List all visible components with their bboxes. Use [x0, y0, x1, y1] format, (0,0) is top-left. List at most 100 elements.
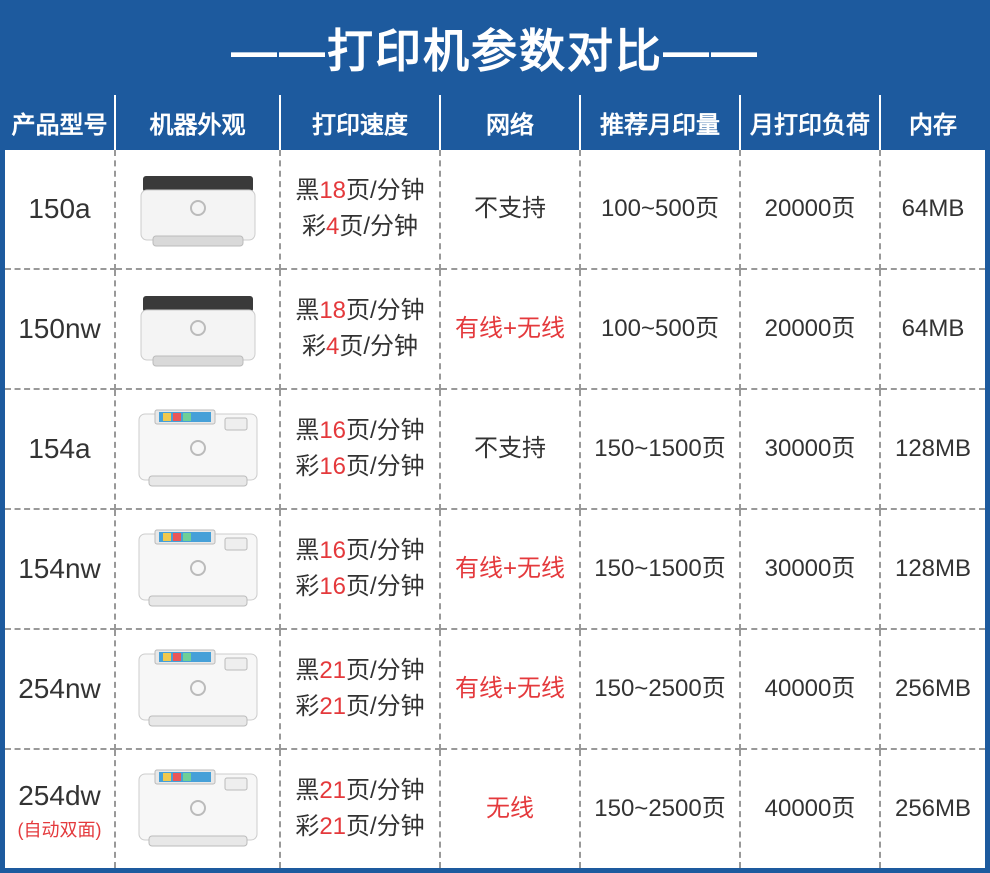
cell-speed: 黑18页/分钟彩4页/分钟 — [280, 150, 440, 269]
speed-color-pre: 彩 — [302, 213, 326, 240]
table-row: 154nw 黑16页/分钟彩16页/分钟有线+无线 150~1500页 30000页… — [5, 509, 985, 629]
monthly-value: 100~500页 — [601, 315, 719, 342]
speed-color-num: 4 — [326, 333, 339, 360]
spec-table: 产品型号 机器外观 打印速度 网络 推荐月印量 月打印负荷 内存 150a 黑1… — [5, 95, 985, 868]
printer-icon — [133, 524, 263, 614]
speed-black-pre: 黑 — [295, 417, 319, 444]
cell-speed: 黑18页/分钟彩4页/分钟 — [280, 269, 440, 389]
cell-image — [115, 629, 280, 749]
speed-black-post: 页/分钟 — [346, 297, 425, 324]
cell-load: 30000页 — [740, 389, 880, 509]
load-value: 40000页 — [765, 675, 856, 702]
cell-network: 不支持 — [440, 389, 580, 509]
table-row: 154a 黑16页/分钟彩16页/分钟不支持150~1500页30000页128… — [5, 389, 985, 509]
speed-color-post: 页/分钟 — [346, 573, 425, 600]
speed-black-num: 16 — [319, 537, 346, 564]
speed-color-pre: 彩 — [295, 693, 319, 720]
cell-network: 有线+无线 — [440, 269, 580, 389]
model-name: 154a — [28, 433, 90, 464]
monthly-value: 150~1500页 — [594, 555, 725, 582]
speed-black-pre: 黑 — [295, 777, 319, 804]
col-header-monthly: 推荐月印量 — [580, 95, 740, 150]
printer-icon — [133, 284, 263, 374]
speed-black-post: 页/分钟 — [346, 777, 425, 804]
memory-value: 128MB — [895, 435, 971, 462]
cell-speed: 黑21页/分钟彩21页/分钟 — [280, 629, 440, 749]
speed-color-num: 21 — [319, 813, 346, 840]
cell-monthly: 150~2500页 — [580, 749, 740, 868]
monthly-value: 150~2500页 — [594, 795, 725, 822]
monthly-value: 100~500页 — [601, 195, 719, 222]
network-value: 不支持 — [474, 435, 546, 462]
cell-image — [115, 389, 280, 509]
speed-color-post: 页/分钟 — [346, 693, 425, 720]
cell-load: 40000页 — [740, 749, 880, 868]
load-value: 30000页 — [765, 555, 856, 582]
load-value: 40000页 — [765, 795, 856, 822]
network-value: 无线 — [486, 795, 534, 822]
cell-memory: 128MB — [880, 389, 985, 509]
cell-image — [115, 269, 280, 389]
load-value: 30000页 — [765, 435, 856, 462]
cell-monthly: 100~500页 — [580, 150, 740, 269]
cell-speed: 黑16页/分钟彩16页/分钟 — [280, 509, 440, 629]
table-row: 254nw 黑21页/分钟彩21页/分钟有线+无线 150~2500页 40000页… — [5, 629, 985, 749]
cell-memory: 256MB — [880, 629, 985, 749]
speed-black-post: 页/分钟 — [346, 657, 425, 684]
cell-load: 20000页 — [740, 150, 880, 269]
model-name: 254nw — [18, 673, 101, 704]
speed-color-num: 16 — [319, 453, 346, 480]
speed-black-pre: 黑 — [295, 657, 319, 684]
memory-value: 256MB — [895, 675, 971, 702]
speed-black-post: 页/分钟 — [346, 417, 425, 444]
cell-model: 154nw — [5, 509, 115, 629]
printer-icon — [133, 164, 263, 254]
monthly-value: 150~2500页 — [594, 675, 725, 702]
cell-monthly: 150~1500页 — [580, 389, 740, 509]
network-value: 有线+无线 — [455, 675, 565, 702]
speed-color-num: 16 — [319, 573, 346, 600]
memory-value: 256MB — [895, 795, 971, 822]
comparison-table-container: ——打印机参数对比—— 产品型号 机器外观 打印速度 网络 推荐月印量 月打印负… — [0, 0, 990, 873]
memory-value: 64MB — [902, 195, 965, 222]
cell-image — [115, 150, 280, 269]
model-name: 150a — [28, 193, 90, 224]
cell-model: 154a — [5, 389, 115, 509]
model-name: 254dw — [18, 780, 101, 811]
cell-memory: 128MB — [880, 509, 985, 629]
cell-memory: 64MB — [880, 150, 985, 269]
speed-black-pre: 黑 — [295, 537, 319, 564]
cell-model: 150nw — [5, 269, 115, 389]
speed-black-pre: 黑 — [295, 177, 319, 204]
network-value: 有线+无线 — [455, 315, 565, 342]
speed-color-pre: 彩 — [302, 333, 326, 360]
cell-network: 不支持 — [440, 150, 580, 269]
speed-color-pre: 彩 — [295, 453, 319, 480]
cell-monthly: 100~500页 — [580, 269, 740, 389]
speed-color-pre: 彩 — [295, 813, 319, 840]
cell-speed: 黑21页/分钟彩21页/分钟 — [280, 749, 440, 868]
speed-black-num: 21 — [319, 657, 346, 684]
table-row: 150a 黑18页/分钟彩4页/分钟不支持 100~500页 20000页 64MB — [5, 150, 985, 269]
speed-black-num: 21 — [319, 777, 346, 804]
cell-network: 无线 — [440, 749, 580, 868]
cell-monthly: 150~2500页 — [580, 629, 740, 749]
cell-model: 254nw — [5, 629, 115, 749]
model-name: 154nw — [18, 553, 101, 584]
speed-black-num: 18 — [319, 177, 346, 204]
monthly-value: 150~1500页 — [594, 435, 725, 462]
speed-black-num: 18 — [319, 297, 346, 324]
speed-color-num: 4 — [326, 213, 339, 240]
cell-image — [115, 749, 280, 868]
cell-monthly: 150~1500页 — [580, 509, 740, 629]
printer-icon — [133, 404, 263, 494]
cell-load: 20000页 — [740, 269, 880, 389]
speed-color-post: 页/分钟 — [346, 453, 425, 480]
cell-memory: 256MB — [880, 749, 985, 868]
load-value: 20000页 — [765, 315, 856, 342]
speed-color-pre: 彩 — [295, 573, 319, 600]
network-value: 有线+无线 — [455, 555, 565, 582]
cell-network: 有线+无线 — [440, 629, 580, 749]
col-header-network: 网络 — [440, 95, 580, 150]
cell-load: 30000页 — [740, 509, 880, 629]
